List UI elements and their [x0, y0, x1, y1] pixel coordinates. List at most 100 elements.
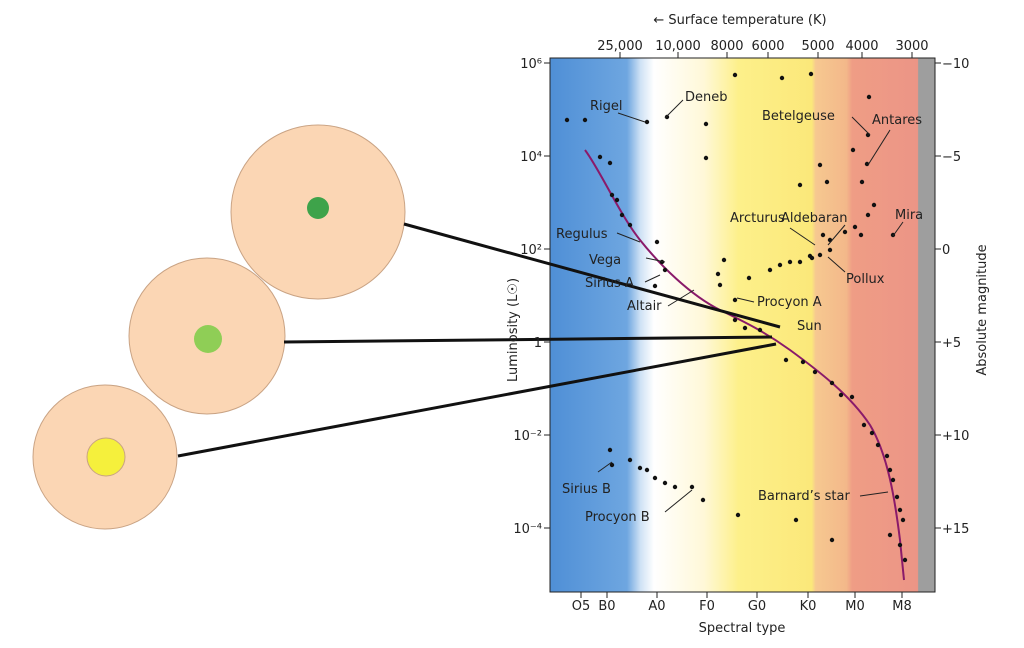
star-dot: [767, 267, 773, 273]
star-dot: [902, 557, 908, 563]
star-label: Barnard’s star: [758, 489, 850, 504]
star-dot: [721, 257, 727, 263]
star-dot: [809, 255, 815, 261]
star-dot: [824, 179, 830, 185]
bottom-tick-label: K0: [800, 599, 817, 614]
star-dot: [842, 229, 848, 235]
star-label: Rigel: [590, 99, 623, 114]
star-dot: [777, 262, 783, 268]
plot-area: [549, 57, 936, 593]
star-dot: [703, 155, 709, 161]
star-dot: [597, 154, 603, 160]
star-dot: [817, 252, 823, 258]
star-dot: [582, 117, 588, 123]
star-dot: [797, 182, 803, 188]
star-dot: [800, 359, 806, 365]
star-label: Vega: [589, 253, 621, 268]
star-dot: [607, 160, 613, 166]
left-tick-label: 1: [534, 336, 542, 351]
star-dot: [732, 72, 738, 78]
star-label: Pollux: [846, 272, 885, 287]
star-dot: [717, 282, 723, 288]
left-tick-label: 10⁴: [520, 150, 542, 165]
axis-ticks: [544, 52, 941, 598]
star-dot: [894, 494, 900, 500]
star-dot: [887, 532, 893, 538]
star-dot: [783, 357, 789, 363]
star-dot: [689, 484, 695, 490]
star-dot: [609, 462, 615, 468]
star-dot: [897, 542, 903, 548]
top-tick-label: 25,000: [597, 39, 643, 54]
star-dot: [779, 75, 785, 81]
star-label: Arcturus: [730, 211, 785, 226]
star-dot: [865, 212, 871, 218]
star-dot: [871, 202, 877, 208]
left-tick-label: 10²: [520, 243, 542, 258]
star-dot: [652, 283, 658, 289]
star-dot: [850, 147, 856, 153]
star-dot: [619, 212, 625, 218]
star-dot: [838, 392, 844, 398]
star-dot: [812, 369, 818, 375]
right-axis-title: Absolute magnitude: [975, 244, 990, 375]
star-dot: [654, 239, 660, 245]
stars: [564, 71, 908, 563]
right-tick-label: +10: [942, 429, 969, 444]
star-label: Aldebaran: [781, 211, 848, 226]
star-label: Sun: [797, 319, 822, 334]
star-dot: [627, 457, 633, 463]
star-dot: [859, 179, 865, 185]
top-tick-label: 4000: [845, 39, 878, 54]
bottom-tick-label: B0: [598, 599, 615, 614]
star-label: Deneb: [685, 90, 728, 105]
star-dot: [627, 222, 633, 228]
right-tick-label: −10: [942, 57, 969, 72]
star-dot: [662, 480, 668, 486]
star-dot: [609, 192, 615, 198]
star-dot: [614, 197, 620, 203]
star-dot: [887, 467, 893, 473]
star-label: Mira: [895, 208, 923, 223]
star-label: Betelgeuse: [762, 109, 835, 124]
star-dot: [664, 114, 670, 120]
star-dot: [852, 224, 858, 230]
star-label: Sirius B: [562, 482, 611, 497]
left-tick-label: 10⁶: [520, 57, 542, 72]
star-dot: [607, 447, 613, 453]
star-label: Antares: [872, 113, 922, 128]
star-dot: [662, 267, 668, 273]
star-dot: [897, 507, 903, 513]
left-axis-title: Luminosity (L☉): [506, 278, 521, 382]
top-axis-title: ← Surface temperature (K): [653, 13, 826, 28]
star-dot: [869, 430, 875, 436]
star-label: Procyon B: [585, 510, 650, 525]
bottom-tick-label: M8: [892, 599, 912, 614]
star-dot: [864, 161, 870, 167]
star-dot: [875, 442, 881, 448]
star-dot: [652, 475, 658, 481]
right-tick-label: +5: [942, 336, 961, 351]
star-dot: [746, 275, 752, 281]
star-label: Regulus: [556, 227, 608, 242]
star-dot: [644, 119, 650, 125]
bottom-tick-label: M0: [845, 599, 865, 614]
left-tick-label: 10⁻⁴: [513, 522, 542, 537]
star-dot: [866, 94, 872, 100]
star-dot: [700, 497, 706, 503]
right-tick-label: −5: [942, 150, 961, 165]
star-dot: [817, 162, 823, 168]
top-tick-label: 10,000: [655, 39, 701, 54]
right-tick-label: 0: [942, 243, 950, 258]
star-dot: [808, 71, 814, 77]
star-dot: [900, 517, 906, 523]
star-dot: [735, 512, 741, 518]
star-dot: [757, 327, 763, 333]
bottom-tick-label: O5: [572, 599, 591, 614]
top-tick-label: 5000: [801, 39, 834, 54]
top-tick-label: 3000: [895, 39, 928, 54]
star-dot: [637, 465, 643, 471]
star-dot: [672, 484, 678, 490]
top-tick-label: 6000: [751, 39, 784, 54]
